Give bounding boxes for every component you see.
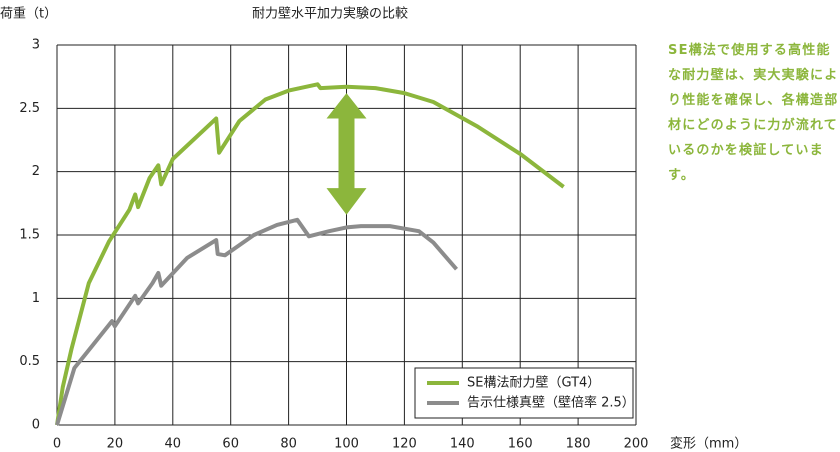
x-tick-label: 80 bbox=[280, 437, 297, 452]
x-tick-label: 40 bbox=[165, 437, 182, 452]
annotation: SE構法で使用する高性能な耐力壁は、実大実験により性能を確保し、各構造部材にどの… bbox=[668, 43, 839, 183]
x-tick-label: 120 bbox=[392, 437, 417, 452]
y-tick-label: 3 bbox=[32, 38, 40, 53]
arrow bbox=[326, 93, 367, 215]
y-tick-label: 2 bbox=[32, 164, 40, 179]
x-tick-label: 180 bbox=[566, 437, 591, 452]
y-tick-label: 2.5 bbox=[19, 101, 40, 116]
x-axis-label: 変形（mm） bbox=[670, 436, 747, 452]
y-tick-label: 0.5 bbox=[19, 354, 40, 369]
y-tick-label: 1.5 bbox=[19, 228, 40, 243]
legend-box bbox=[414, 367, 634, 419]
legend-label: 告示仕様真壁（壁倍率 2.5） bbox=[467, 395, 635, 411]
y-tick-label: 0 bbox=[32, 418, 40, 433]
y-tick-label: 1 bbox=[32, 291, 40, 306]
legend-label: SE構法耐力壁（GT4） bbox=[467, 376, 600, 391]
series-line bbox=[55, 82, 565, 426]
series-line bbox=[55, 217, 459, 426]
x-tick-label: 60 bbox=[222, 437, 239, 452]
x-tick-label: 0 bbox=[53, 437, 61, 452]
x-tick-label: 100 bbox=[334, 437, 359, 452]
x-tick-label: 20 bbox=[107, 437, 124, 452]
x-tick-label: 160 bbox=[508, 437, 533, 452]
x-tick-label: 140 bbox=[450, 437, 475, 452]
chart-title: 耐力壁水平加力実験の比較 bbox=[252, 6, 408, 22]
x-tick-label: 200 bbox=[624, 437, 649, 452]
y-axis-label: 荷重（t） bbox=[0, 6, 57, 22]
